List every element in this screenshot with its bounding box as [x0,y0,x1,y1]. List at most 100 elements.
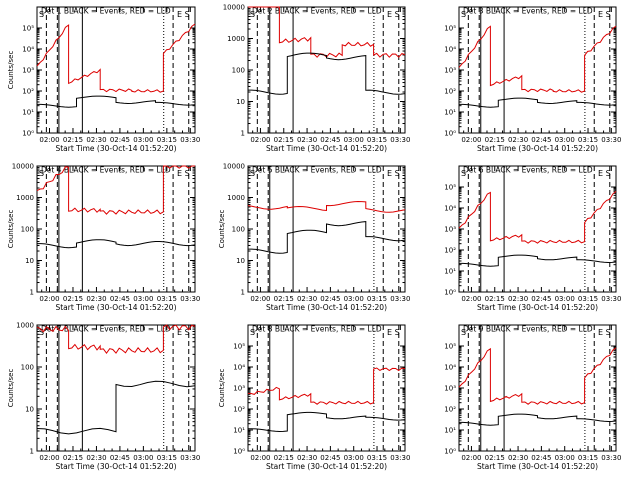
events-series-line [459,413,617,426]
corner-label-start: S [250,169,255,178]
y-tick-label: 10⁵ [22,25,34,33]
lld-series-line [36,23,196,93]
y-tick-label: 10¹ [22,109,34,117]
y-tick-label: 10⁴ [444,364,456,372]
x-tick-label: 02:15 [63,295,83,303]
panel-title: Det 8 BLACK = Events, RED = LLD [252,325,382,334]
x-tick-label: 02:45 [531,454,551,462]
y-tick-label: 10 [25,257,34,265]
lld-series-line [458,347,617,405]
x-tick-label: 02:45 [320,295,340,303]
x-tick-label: 03:30 [601,136,621,144]
y-tick-label: 100 [21,226,34,234]
x-tick-label: 02:15 [274,295,294,303]
y-tick-label: 1000 [16,322,34,330]
corner-label-end: E S [177,169,190,178]
y-axis-label: Counts/sec [7,210,15,249]
y-tick-label: 10⁰ [444,448,456,456]
x-tick-label: 03:30 [601,454,621,462]
detector-panel-8: Det 8 BLACK = Events, RED = LLD 10⁰ 10¹ 10²… [218,324,410,471]
panel-title: Det 6 BLACK = Events, RED = LLD [463,166,593,175]
x-axis-label: Start Time (30-Oct-14 01:52:20) [55,303,176,312]
x-tick-label: 02:00 [39,454,59,462]
detector-panel-5: Det 5 BLACK = Events, RED = LLD 1 10 100 100… [218,163,410,313]
x-axis-label: Start Time (30-Oct-14 01:52:20) [55,462,176,471]
y-tick-label: 1000 [227,35,245,43]
panel-title: Det 1 BLACK = Events, RED = LLD [41,7,171,16]
y-tick-label: 10⁴ [444,46,456,54]
y-tick-label: 10⁴ [444,205,456,213]
x-tick-label: 03:00 [555,136,575,144]
x-axis-label: Start Time (30-Oct-14 01:52:20) [477,303,598,312]
x-axis-label: Start Time (30-Oct-14 01:52:20) [266,303,387,312]
panel-frame [36,6,196,134]
y-tick-label: 100 [232,226,245,234]
x-tick-label: 03:00 [133,454,153,462]
x-tick-label: 03:30 [601,295,621,303]
x-tick-label: 02:45 [110,295,130,303]
x-tick-label: 02:00 [461,295,481,303]
x-tick-label: 03:15 [367,136,387,144]
y-tick-label: 10 [236,98,245,106]
x-tick-label: 03:15 [367,295,387,303]
lld-series-line [458,191,617,244]
y-tick-label: 10² [444,88,456,96]
x-axis-label: Start Time (30-Oct-14 01:52:20) [477,144,598,153]
corner-label-end: E S [598,10,611,19]
x-tick-label: 02:00 [39,136,59,144]
y-tick-label: 10000 [12,163,34,171]
x-tick-label: 02:00 [250,295,270,303]
x-tick-label: 02:30 [297,295,317,303]
y-tick-label: 10³ [444,67,456,75]
y-tick-label: 10⁰ [233,448,245,456]
x-tick-label: 02:30 [297,136,317,144]
corner-label-end: E S [177,10,190,19]
y-tick-label: 10000 [223,163,245,171]
y-tick-label: 10000 [223,4,245,12]
x-tick-label: 02:30 [508,295,528,303]
events-series-line [37,239,196,249]
x-tick-label: 03:00 [555,295,575,303]
x-tick-label: 02:00 [461,136,481,144]
y-tick-label: 10³ [444,226,456,234]
x-tick-label: 03:00 [133,295,153,303]
corner-label-start: S [461,328,466,337]
y-tick-label: 1000 [227,194,245,202]
corner-label-end: E S [387,169,400,178]
panel-frame [458,6,617,134]
x-tick-label: 03:15 [157,295,177,303]
x-tick-label: 02:15 [274,136,294,144]
detector-panel-1: Det 1 BLACK = Events, RED = LLD 10⁰ 10¹ 10²… [7,6,200,153]
y-tick-label: 10³ [233,385,245,393]
events-series-line [459,97,617,108]
panel-title: Det 7 BLACK = Events, RED = LLD [41,325,171,334]
x-tick-label: 02:00 [250,136,270,144]
panel-title: Det 2 BLACK = Events, RED = LLD [252,7,382,16]
x-tick-label: 02:15 [485,295,505,303]
events-series-line [459,254,617,267]
y-tick-label: 10¹ [444,109,456,117]
y-tick-label: 1 [241,289,245,297]
corner-label-end: E S [598,169,611,178]
corner-label-start: S [461,169,466,178]
events-series-line [247,411,406,433]
x-tick-label: 02:30 [508,136,528,144]
y-tick-label: 10⁰ [444,130,456,138]
x-tick-label: 02:30 [508,454,528,462]
panel-title: Det 4 BLACK = Events, RED = LLD [41,166,171,175]
events-series-line [37,95,196,108]
x-tick-label: 02:45 [320,136,340,144]
y-tick-label: 10² [444,406,456,414]
x-tick-label: 02:00 [461,454,481,462]
x-tick-label: 02:45 [110,454,130,462]
x-tick-label: 02:15 [274,454,294,462]
lld-series-line [36,324,196,355]
x-tick-label: 02:45 [110,136,130,144]
x-tick-label: 02:30 [86,136,106,144]
x-axis-label: Start Time (30-Oct-14 01:52:20) [266,144,387,153]
y-tick-label: 10¹ [444,427,456,435]
y-tick-label: 10¹ [233,427,245,435]
x-tick-label: 03:30 [390,295,410,303]
y-tick-label: 10⁵ [444,25,456,33]
y-tick-label: 10² [444,247,456,255]
